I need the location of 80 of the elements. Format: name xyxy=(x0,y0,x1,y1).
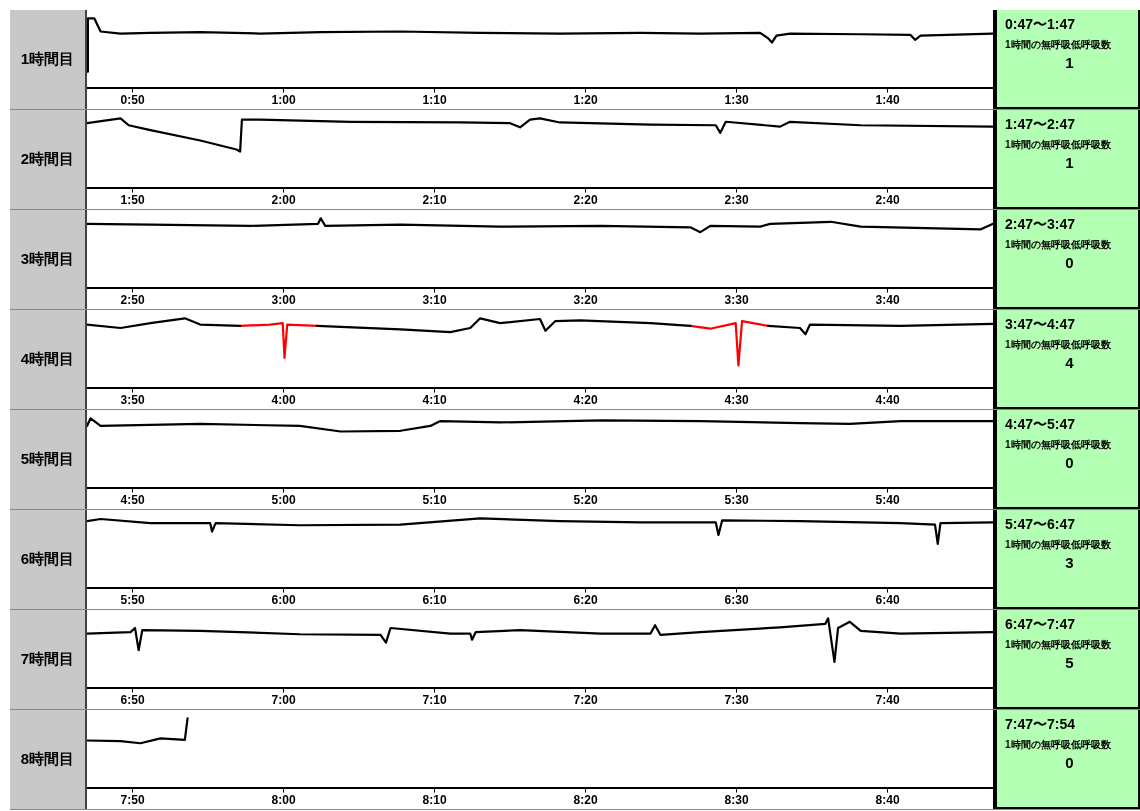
text: 1時間の無呼吸低呼吸数 xyxy=(1005,238,1112,252)
text: 1時間の無呼吸低呼吸数 xyxy=(1005,38,1112,52)
x-tick-label: 1:10 xyxy=(422,93,447,108)
text: 1時間の無呼吸低呼吸数 xyxy=(1005,538,1112,552)
text: 1時間の無呼吸低呼吸数 xyxy=(1005,338,1112,352)
x-tick-label: 6:20 xyxy=(573,593,598,608)
x-tick-label: 8:20 xyxy=(573,793,598,808)
text: 0 xyxy=(1064,254,1075,271)
x-tick-label: 6:00 xyxy=(271,593,296,608)
x-tick-label: 7:40 xyxy=(875,693,900,708)
x-tick-label: 5:20 xyxy=(573,493,598,508)
text: 5:47〜6:47 xyxy=(1005,516,1077,534)
x-tick-label: 1:40 xyxy=(875,93,900,108)
x-tick-label: 3:00 xyxy=(271,293,296,308)
x-tick-label: 3:40 xyxy=(875,293,900,308)
x-tick-label: 7:20 xyxy=(573,693,598,708)
x-tick-label: 3:50 xyxy=(120,393,145,408)
text: 6:47〜7:47 xyxy=(1005,616,1077,634)
text: 3:47〜4:47 xyxy=(1005,316,1077,334)
x-tick-label: 5:40 xyxy=(875,493,900,508)
x-tick-label: 5:50 xyxy=(120,593,145,608)
text: 4:47〜5:47 xyxy=(1005,416,1077,434)
x-tick-label: 8:40 xyxy=(875,793,900,808)
text: 0 xyxy=(1064,454,1075,471)
x-tick-label: 0:50 xyxy=(120,93,145,108)
y-axis-title: 4時間目 xyxy=(10,310,87,409)
x-tick-label: 8:00 xyxy=(271,793,296,808)
x-tick-label: 4:40 xyxy=(875,393,900,408)
text: 1 xyxy=(1064,54,1075,71)
x-tick-label: 3:30 xyxy=(724,293,749,308)
text: 1時間の無呼吸低呼吸数 xyxy=(1005,438,1112,452)
y-axis-title: 2時間目 xyxy=(10,110,87,209)
x-tick-label: 7:30 xyxy=(724,693,749,708)
y-axis-title: 8時間目 xyxy=(10,710,87,809)
y-axis-title: 5時間目 xyxy=(10,410,87,509)
y-axis-title: 3時間目 xyxy=(10,210,87,309)
text: 3 xyxy=(1064,554,1075,571)
text: 1 xyxy=(1064,154,1075,171)
x-tick-label: 6:50 xyxy=(120,693,145,708)
x-tick-label: 2:30 xyxy=(724,193,749,208)
x-tick-label: 7:50 xyxy=(120,793,145,808)
x-tick-label: 4:00 xyxy=(271,393,296,408)
x-tick-label: 8:30 xyxy=(724,793,749,808)
x-tick-label: 4:20 xyxy=(573,393,598,408)
text: 1:47〜2:47 xyxy=(1005,116,1077,134)
x-tick-label: 1:00 xyxy=(271,93,296,108)
text: 0:47〜1:47 xyxy=(1005,16,1077,34)
x-tick-label: 8:10 xyxy=(422,793,447,808)
x-tick-label: 3:20 xyxy=(573,293,598,308)
x-tick-label: 6:30 xyxy=(724,593,749,608)
x-tick-label: 1:30 xyxy=(724,93,749,108)
text: 4 xyxy=(1064,354,1075,371)
x-tick-label: 2:00 xyxy=(271,193,296,208)
x-tick-label: 5:30 xyxy=(724,493,749,508)
x-tick-label: 6:40 xyxy=(875,593,900,608)
x-tick-label: 2:50 xyxy=(120,293,145,308)
text: 1時間の無呼吸低呼吸数 xyxy=(1005,638,1112,652)
text: 2:47〜3:47 xyxy=(1005,216,1077,234)
text: 1時間の無呼吸低呼吸数 xyxy=(1005,738,1112,752)
x-tick-label: 4:10 xyxy=(422,393,447,408)
text: 7:47〜7:54 xyxy=(1005,716,1077,734)
x-tick-label: 3:10 xyxy=(422,293,447,308)
x-tick-label: 1:50 xyxy=(120,193,145,208)
y-axis-title: 1時間目 xyxy=(10,10,87,109)
text: 5 xyxy=(1064,654,1075,671)
x-tick-label: 7:00 xyxy=(271,693,296,708)
x-tick-label: 5:10 xyxy=(422,493,447,508)
x-tick-label: 2:20 xyxy=(573,193,598,208)
x-tick-label: 1:20 xyxy=(573,93,598,108)
x-tick-label: 2:40 xyxy=(875,193,900,208)
x-tick-label: 5:00 xyxy=(271,493,296,508)
x-tick-label: 4:50 xyxy=(120,493,145,508)
text: 1時間の無呼吸低呼吸数 xyxy=(1005,138,1112,152)
x-tick-label: 4:30 xyxy=(724,393,749,408)
text: 0 xyxy=(1064,754,1075,771)
x-tick-label: 7:10 xyxy=(422,693,447,708)
y-axis-title: 6時間目 xyxy=(10,510,87,609)
x-tick-label: 2:10 xyxy=(422,193,447,208)
y-axis-title: 7時間目 xyxy=(10,610,87,709)
x-tick-label: 6:10 xyxy=(422,593,447,608)
